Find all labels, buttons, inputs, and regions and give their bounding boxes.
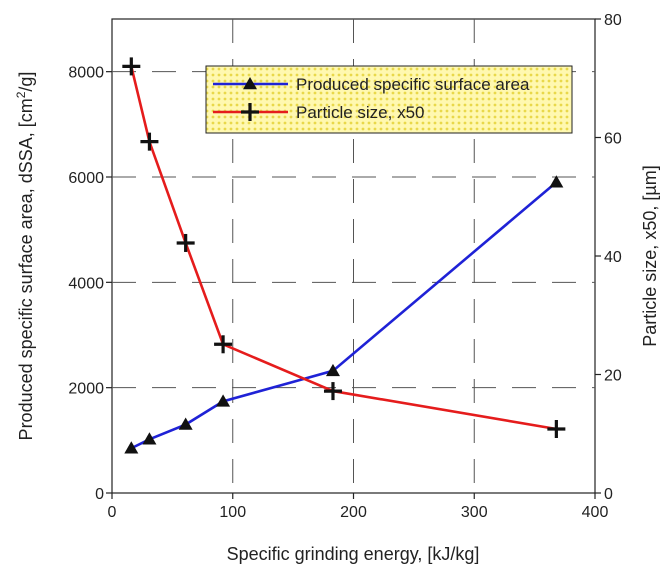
y-right-tick-label: 20 <box>604 368 622 385</box>
legend-entry-1: Produced specific surface area <box>213 75 530 94</box>
x-tick-label: 300 <box>461 504 488 521</box>
data-point <box>216 394 231 407</box>
data-point <box>323 382 342 401</box>
triangle-marker <box>124 441 139 454</box>
data-point <box>178 417 193 430</box>
y-left-tick-label: 6000 <box>68 170 104 187</box>
x-tick-label: 0 <box>108 504 117 521</box>
series-2 <box>122 57 566 439</box>
legend-label: Produced specific surface area <box>296 75 530 94</box>
triangle-marker <box>325 363 340 377</box>
data-point <box>176 233 195 252</box>
x-tick-label: 400 <box>582 504 609 521</box>
data-point <box>325 363 340 377</box>
data-point <box>547 420 566 439</box>
triangle-marker <box>216 394 231 407</box>
y-right-tick-label: 0 <box>604 486 613 503</box>
y-left-axis-title: Produced specific surface area, dSSA, [c… <box>14 72 36 441</box>
legend-entry-2: Particle size, x50 <box>213 103 425 122</box>
legend-label: Particle size, x50 <box>296 103 425 122</box>
triangle-marker <box>142 432 157 445</box>
series-1 <box>124 175 564 454</box>
x-tick-label: 200 <box>340 504 367 521</box>
x-axis-title: Specific grinding energy, [kJ/kg] <box>227 544 480 564</box>
y-left-tick-label: 0 <box>95 486 104 503</box>
data-point <box>124 441 139 454</box>
y-left-tick-label: 2000 <box>68 381 104 398</box>
y-left-title-prefix: Produced specific surface area, dSSA, [c… <box>16 98 36 440</box>
y-left-tick-label: 8000 <box>68 65 104 82</box>
y-right-tick-label: 60 <box>604 131 622 148</box>
data-point <box>214 335 233 354</box>
y-left-tick-label: 4000 <box>68 275 104 292</box>
y-right-tick-label: 80 <box>604 12 622 29</box>
triangle-marker <box>243 77 257 90</box>
series-layer <box>122 57 566 454</box>
data-point <box>122 57 141 76</box>
y-left-title-sup: 2 <box>14 91 28 98</box>
legend: Produced specific surface area Particle s… <box>205 65 573 134</box>
data-point <box>140 132 159 151</box>
y-right-axis-title: Particle size, x50, [µm] <box>640 165 660 346</box>
series-line <box>130 66 557 431</box>
y-right-tick-label: 40 <box>604 249 622 266</box>
data-point <box>142 432 157 445</box>
legend-box <box>205 65 573 134</box>
triangle-marker <box>549 175 564 188</box>
data-point <box>549 175 564 188</box>
triangle-marker <box>178 417 193 430</box>
y-left-title-suffix: /g] <box>16 72 36 92</box>
x-tick-label: 100 <box>219 504 246 521</box>
